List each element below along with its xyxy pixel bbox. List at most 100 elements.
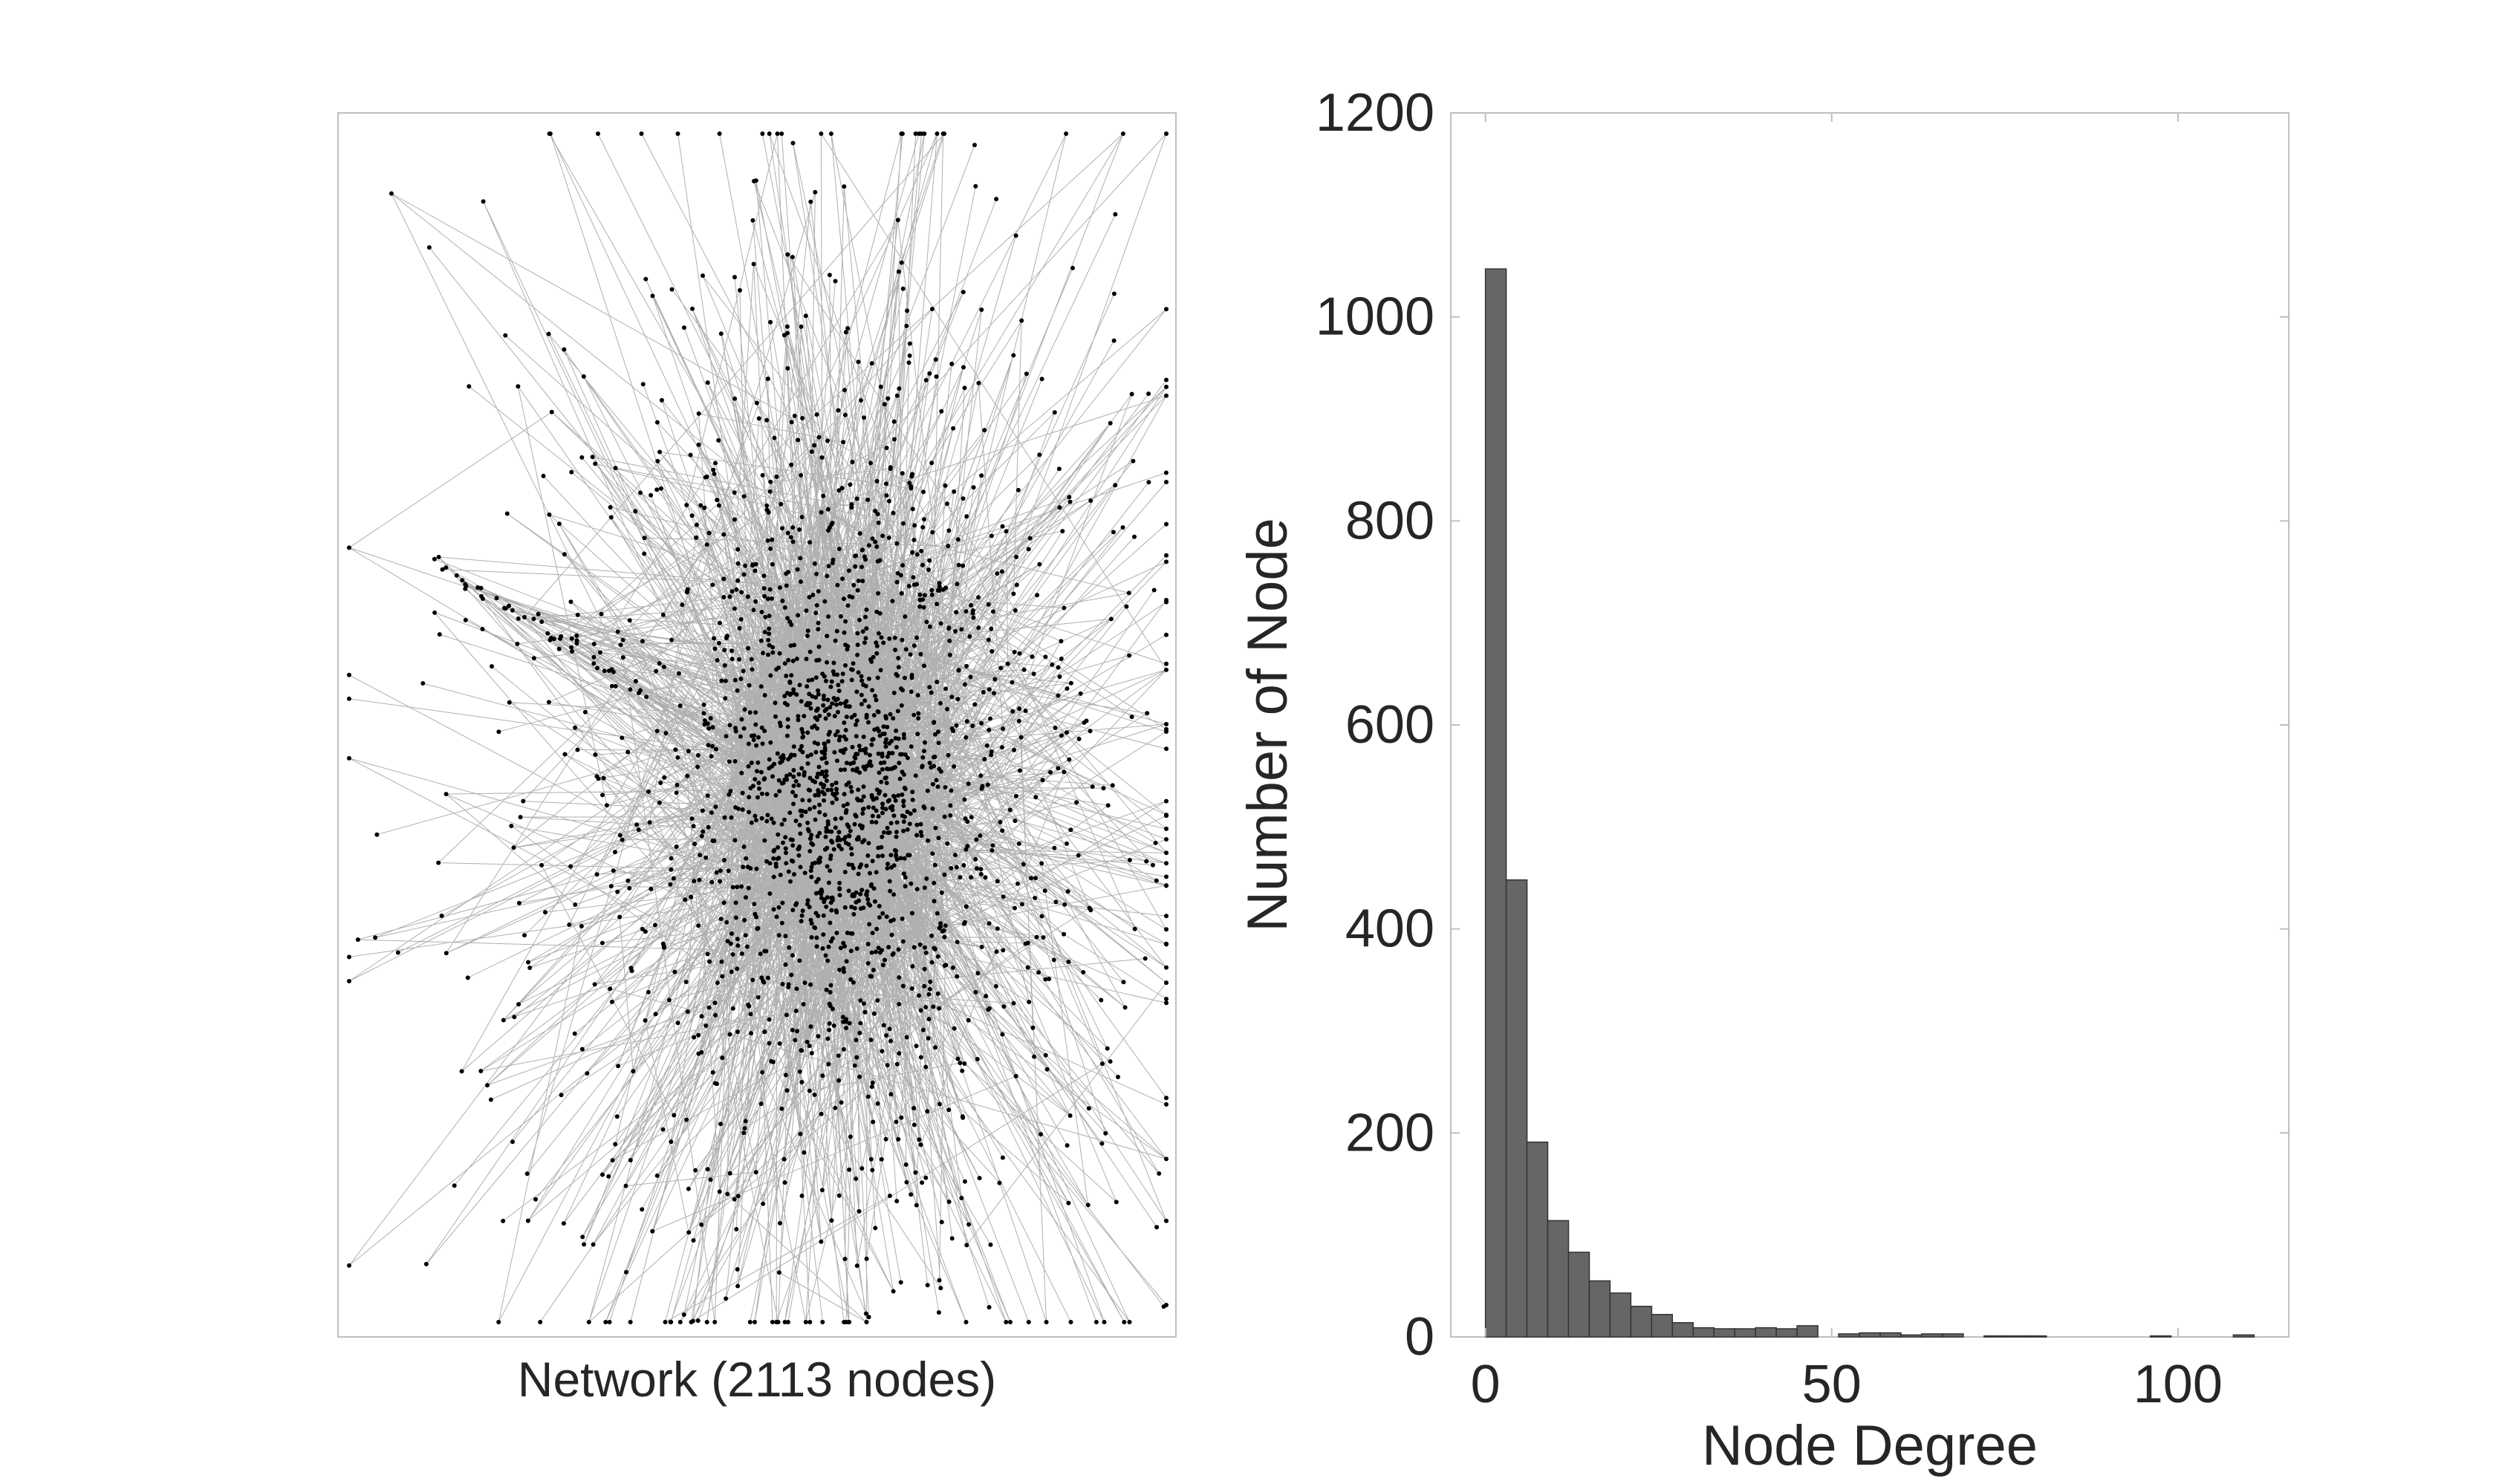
network-node [1037, 562, 1042, 567]
network-node [877, 611, 883, 616]
network-node [788, 643, 793, 648]
network-node [900, 637, 905, 642]
network-node [950, 965, 955, 970]
network-node [877, 950, 883, 955]
network-node [1151, 862, 1155, 868]
network-node [905, 827, 910, 832]
network-node [739, 951, 744, 956]
network-node [869, 742, 874, 747]
network-node [1164, 661, 1169, 666]
network-node [775, 131, 780, 136]
network-node [770, 764, 775, 769]
network-node [889, 932, 894, 937]
network-node [877, 770, 882, 775]
network-node [1164, 377, 1169, 383]
network-node [1014, 582, 1019, 588]
network-node [719, 959, 724, 964]
network-node [1001, 894, 1006, 899]
network-node [593, 752, 598, 757]
network-node [753, 818, 758, 823]
network-node [898, 856, 903, 861]
network-node [699, 833, 704, 839]
histogram-bar [1921, 1333, 1943, 1338]
network-node [927, 761, 932, 766]
network-node [836, 547, 842, 551]
network-node [796, 783, 802, 788]
network-node [809, 921, 814, 926]
network-node [796, 613, 801, 618]
network-node [900, 769, 905, 775]
network-node [801, 1002, 806, 1006]
network-node [698, 853, 703, 858]
network-node [890, 804, 895, 809]
network-node [746, 645, 751, 651]
network-node [1088, 498, 1093, 503]
network-node [822, 599, 828, 604]
network-node [930, 530, 935, 535]
network-node [443, 792, 449, 797]
network-node [1019, 902, 1024, 907]
network-node [347, 672, 351, 677]
network-node [740, 807, 745, 812]
network-node [860, 811, 865, 816]
network-node [712, 472, 717, 476]
network-node [443, 565, 449, 570]
network-node [876, 853, 881, 859]
network-node [851, 865, 856, 870]
network-node [1030, 1025, 1036, 1030]
network-node [949, 865, 954, 870]
network-node [821, 785, 826, 790]
network-node [822, 798, 827, 803]
network-node [835, 729, 840, 734]
network-node [884, 737, 889, 742]
network-node [864, 1320, 869, 1324]
network-node [876, 946, 881, 951]
network-node [753, 710, 758, 715]
network-node [854, 768, 859, 773]
network-node [1011, 353, 1016, 358]
network-node [510, 1139, 515, 1145]
network-node [1026, 547, 1031, 552]
network-node [1086, 1106, 1091, 1111]
network-node [496, 729, 501, 735]
network-node [920, 1180, 925, 1185]
network-node [749, 657, 754, 662]
network-node [871, 886, 877, 891]
network-node [747, 795, 752, 800]
network-node [783, 934, 788, 939]
network-node [791, 774, 796, 779]
network-node [897, 761, 902, 766]
network-node [776, 1320, 781, 1324]
histogram-bar [1588, 1280, 1611, 1338]
network-node [896, 269, 901, 274]
network-node [829, 895, 834, 900]
network-node [1044, 1320, 1049, 1324]
network-node [757, 786, 761, 791]
network-node [753, 568, 758, 573]
network-node [758, 951, 763, 957]
network-node [575, 612, 580, 617]
network-node [889, 865, 894, 870]
network-node [822, 709, 828, 713]
network-node [893, 648, 897, 652]
network-node [825, 958, 831, 963]
network-node [791, 768, 796, 772]
network-node [704, 474, 709, 479]
network-node [859, 564, 864, 570]
network-node [660, 1127, 666, 1132]
network-node [909, 1192, 914, 1197]
network-node [647, 820, 652, 825]
network-node [964, 1243, 969, 1248]
network-node [897, 386, 902, 391]
network-node [770, 596, 774, 601]
network-node [906, 360, 911, 365]
network-node [628, 1320, 633, 1324]
network-node [963, 735, 969, 740]
network-node [818, 855, 823, 860]
network-node [812, 443, 817, 448]
network-node [1066, 960, 1071, 964]
network-node [695, 752, 701, 758]
network-node [822, 899, 827, 905]
network-node [743, 563, 748, 568]
network-node [695, 522, 699, 527]
